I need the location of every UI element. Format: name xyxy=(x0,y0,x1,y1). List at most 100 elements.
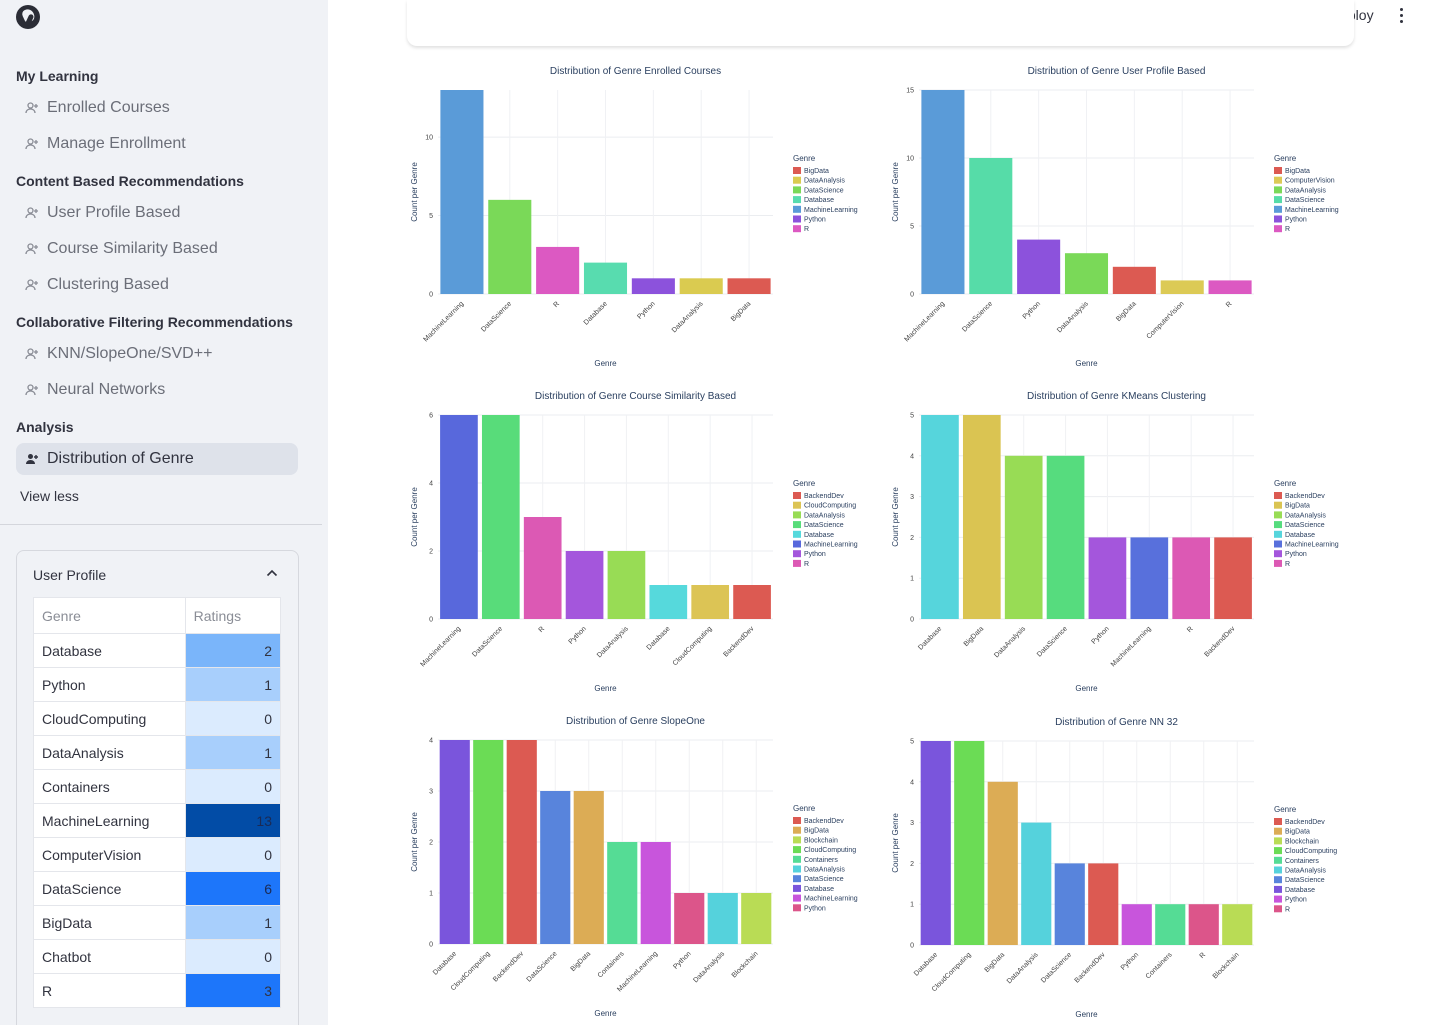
genre-cell[interactable]: DataAnalysis xyxy=(33,735,186,770)
legend-item[interactable]: DataScience xyxy=(793,186,844,194)
bar-datascience[interactable] xyxy=(488,199,532,294)
legend-item[interactable]: ComputerVision xyxy=(1274,176,1335,185)
legend-item[interactable]: R xyxy=(1274,905,1290,913)
legend-item[interactable]: Database xyxy=(793,530,834,539)
rating-cell[interactable]: 6 xyxy=(184,871,282,906)
bar-backenddev[interactable] xyxy=(1088,863,1119,945)
legend-item[interactable]: MachineLearning xyxy=(793,540,858,549)
legend-item[interactable]: R xyxy=(793,559,809,568)
table-row[interactable]: Chatbot 0 xyxy=(33,939,282,974)
legend-item[interactable]: Python xyxy=(793,215,826,224)
rating-cell[interactable]: 1 xyxy=(184,905,282,940)
bar-bigdata[interactable] xyxy=(727,278,771,294)
legend-item[interactable]: BigData xyxy=(793,826,829,835)
legend-item[interactable]: DataScience xyxy=(793,875,844,883)
genre-cell[interactable]: BigData xyxy=(33,905,186,940)
bar-dataanalysis[interactable] xyxy=(1021,822,1052,945)
legend-item[interactable]: DataScience xyxy=(1274,876,1325,884)
legend-item[interactable]: BackendDev xyxy=(793,817,844,825)
bar-r[interactable] xyxy=(1188,904,1219,945)
legend-item[interactable]: Python xyxy=(1274,895,1307,904)
bar-r[interactable] xyxy=(1208,280,1252,294)
genre-cell[interactable]: CloudComputing xyxy=(33,701,186,736)
app-logo[interactable] xyxy=(16,5,40,29)
legend-item[interactable]: DataAnalysis xyxy=(793,865,845,874)
table-row[interactable]: ComputerVision 0 xyxy=(33,837,282,872)
rating-cell[interactable]: 3 xyxy=(184,973,282,1008)
bar-database[interactable] xyxy=(920,741,951,945)
legend-item[interactable]: BigData xyxy=(1274,501,1310,510)
legend-item[interactable]: BigData xyxy=(1274,167,1310,175)
bar-dataanalysis[interactable] xyxy=(607,551,646,619)
nav-item-clustering-based[interactable]: Clustering Based xyxy=(16,269,298,301)
nav-item-enrolled-courses[interactable]: Enrolled Courses xyxy=(16,92,298,124)
rating-cell[interactable]: 0 xyxy=(184,701,282,736)
legend-item[interactable]: Database xyxy=(1274,885,1315,894)
bar-containers[interactable] xyxy=(607,842,638,944)
bar-computervision[interactable] xyxy=(1160,280,1204,294)
bar-bigdata[interactable] xyxy=(573,791,604,944)
view-less-link[interactable]: View less xyxy=(20,488,79,504)
legend-item[interactable]: R xyxy=(793,225,809,233)
bar-r[interactable] xyxy=(523,517,562,619)
nav-item-course-similarity-based[interactable]: Course Similarity Based xyxy=(16,233,298,265)
table-row[interactable]: BigData 1 xyxy=(33,905,282,940)
table-row[interactable]: CloudComputing 0 xyxy=(33,701,282,736)
legend-item[interactable]: BigData xyxy=(793,167,829,175)
bar-blockchain[interactable] xyxy=(741,893,772,944)
bar-backenddev[interactable] xyxy=(506,740,537,944)
legend-item[interactable]: DataAnalysis xyxy=(793,511,845,519)
bar-bigdata[interactable] xyxy=(962,415,1001,619)
bar-bigdata[interactable] xyxy=(1112,266,1156,294)
legend-item[interactable]: Python xyxy=(1274,215,1307,224)
nav-item-distribution-of-genre[interactable]: Distribution of Genre xyxy=(16,443,298,475)
bar-database[interactable] xyxy=(649,585,688,619)
legend-item[interactable]: R xyxy=(1274,559,1290,568)
rating-cell[interactable]: 0 xyxy=(184,837,282,872)
bar-dataanalysis[interactable] xyxy=(1004,455,1043,619)
bar-datascience[interactable] xyxy=(1054,863,1085,945)
bar-python[interactable] xyxy=(674,893,705,944)
bar-database[interactable] xyxy=(439,740,470,944)
table-row[interactable]: DataScience 6 xyxy=(33,871,282,906)
bar-database[interactable] xyxy=(921,415,959,619)
bar-containers[interactable] xyxy=(1155,904,1186,945)
bar-bigdata[interactable] xyxy=(987,781,1018,945)
bar-datascience[interactable] xyxy=(1046,455,1085,619)
legend-item[interactable]: DataAnalysis xyxy=(1274,511,1326,519)
legend-item[interactable]: MachineLearning xyxy=(1274,205,1339,214)
bar-backenddev[interactable] xyxy=(1214,537,1252,619)
legend-item[interactable]: MachineLearning xyxy=(793,205,858,214)
bar-python[interactable] xyxy=(1088,537,1127,619)
genre-cell[interactable]: ComputerVision xyxy=(33,837,186,872)
legend-item[interactable]: DataAnalysis xyxy=(1274,866,1326,875)
bar-python[interactable] xyxy=(1121,904,1152,945)
bar-database[interactable] xyxy=(583,262,628,294)
bar-cloudcomputing[interactable] xyxy=(691,585,730,619)
chevron-up-icon[interactable] xyxy=(266,569,278,577)
genre-cell[interactable]: R xyxy=(33,973,186,1008)
legend-item[interactable]: Python xyxy=(793,904,826,912)
bar-python[interactable] xyxy=(565,551,604,619)
bar-machinelearning[interactable] xyxy=(440,415,478,619)
legend-item[interactable]: Database xyxy=(793,884,834,893)
legend-item[interactable]: Database xyxy=(793,196,834,204)
bar-backenddev[interactable] xyxy=(733,585,771,619)
legend-item[interactable]: R xyxy=(1274,225,1290,233)
genre-cell[interactable]: Chatbot xyxy=(33,939,186,974)
table-row[interactable]: Containers 0 xyxy=(33,769,282,804)
bar-cloudcomputing[interactable] xyxy=(954,741,985,945)
bar-blockchain[interactable] xyxy=(1222,904,1253,945)
legend-item[interactable]: BackendDev xyxy=(1274,818,1325,826)
nav-item-neural-networks[interactable]: Neural Networks xyxy=(16,374,298,406)
legend-item[interactable]: DataScience xyxy=(1274,521,1325,529)
bar-datascience[interactable] xyxy=(481,415,520,619)
nav-item-manage-enrollment[interactable]: Manage Enrollment xyxy=(16,128,298,160)
legend-item[interactable]: Containers xyxy=(793,855,838,864)
legend-item[interactable]: DataAnalysis xyxy=(1274,186,1326,194)
bar-dataanalysis[interactable] xyxy=(707,893,738,944)
legend-item[interactable]: MachineLearning xyxy=(793,894,858,903)
legend-item[interactable]: CloudComputing xyxy=(793,501,856,510)
legend-item[interactable]: Containers xyxy=(1274,856,1319,865)
